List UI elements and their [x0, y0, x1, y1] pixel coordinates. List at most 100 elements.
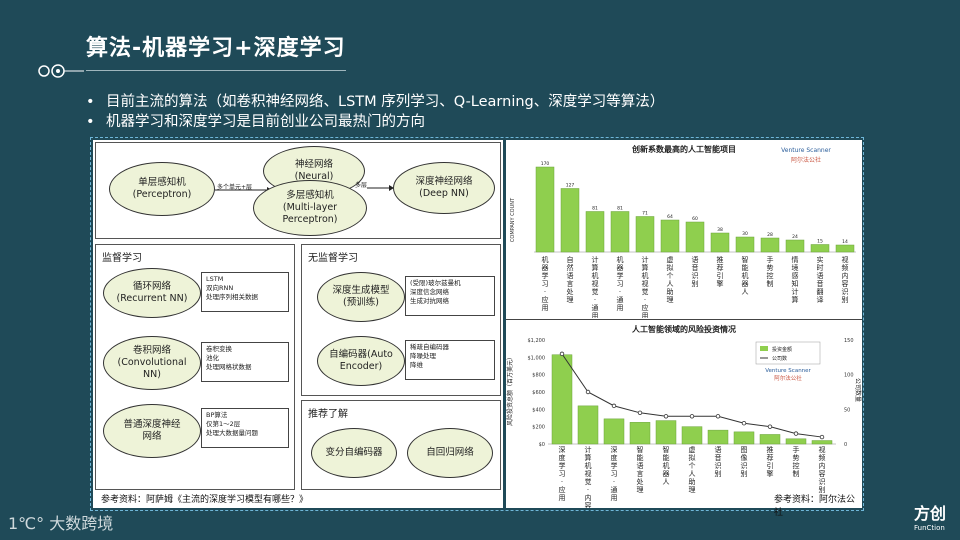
legend-swatch-bar	[760, 346, 768, 351]
chart-ytick-label: $400	[532, 407, 545, 413]
chart-top-bar	[560, 188, 580, 253]
bullet-list: • 目前主流的算法（如卷积神经网络、LSTM 序列学习、Q-Learning、深度…	[86, 92, 664, 132]
chart-line-point	[637, 410, 643, 415]
chart-top-bar	[760, 237, 780, 253]
chart-top-category-label: 虚拟个人助理	[667, 255, 674, 304]
chart-top-category-label: 机器学习·通用	[617, 255, 624, 312]
deep-learning-diagram: 单层感知机 (Perceptron) 多个单元+层 神经网络 (Neural) 多层…	[93, 140, 503, 508]
chart-top-bar	[535, 166, 555, 253]
chart-category-label: 计算机视觉·内容识别	[585, 445, 592, 508]
chart-source: 参考资料：阿尔法公社	[774, 495, 856, 518]
chart-top-bar	[785, 239, 805, 253]
chart-ytick-label: $0	[539, 442, 545, 448]
chart-top-category-label: 手势控制	[767, 255, 774, 288]
chart-ytick-label: $200	[532, 425, 545, 431]
chart-title: 人工智能领域的风险投资情况	[632, 324, 736, 334]
logo-icon: 1℃°	[8, 514, 45, 533]
chart-line-point	[741, 420, 747, 426]
chart-top-ylabel: COMPANY COUNT	[510, 197, 516, 242]
unsupervised-title: 无监督学习	[308, 253, 358, 264]
chart-bar	[707, 429, 729, 445]
ae-node: 自编码器(Auto Encoder)	[317, 336, 405, 386]
chart-top-bar	[610, 211, 630, 253]
rnn-node: 循环网络 (Recurrent NN)	[103, 268, 201, 318]
arrow1-label: 多个单元+层	[217, 184, 253, 191]
cnn-notes: 卷积变换 池化 处理网格状数据	[201, 342, 289, 382]
chart-top-value-label: 24	[792, 234, 798, 240]
diagram-source: 参考资料：阿萨姆《主流的深度学习模型有哪些？》	[101, 495, 309, 505]
chart-bar	[655, 420, 677, 445]
chart-category-label: 推荐引擎	[767, 445, 774, 478]
chart-line-point	[715, 414, 721, 419]
cnn-node: 卷积网络 (Convolutional NN)	[103, 336, 201, 390]
chart-bar	[681, 426, 703, 445]
bullet-text: 目前主流的算法（如卷积神经网络、LSTM 序列学习、Q-Learning、深度学…	[106, 94, 665, 110]
footer-logo-text: 大数跨境	[49, 514, 114, 533]
chart-line-point	[663, 414, 669, 419]
chart-brand1: Venture Scanner	[765, 368, 811, 374]
legend-label: 公司数	[772, 355, 787, 362]
chart-bar	[603, 418, 625, 445]
ae-notes: 稀疏自编码器 降噪处理 降维	[405, 340, 495, 380]
chart-y2tick-label: 0	[844, 442, 847, 448]
chart-top-brand2: 阿尔法公社	[791, 156, 821, 164]
chart-top-value-label: 28	[767, 232, 773, 238]
dnn-notes: BP算法 仅第1～2层 处理大数据量问题	[201, 408, 289, 448]
bullet-item: • 目前主流的算法（如卷积神经网络、LSTM 序列学习、Q-Learning、深度…	[86, 94, 665, 110]
page-title: 算法-机器学习+深度学习	[86, 36, 346, 61]
chart-line-point	[819, 434, 825, 440]
chart-y2tick-label: 100	[844, 373, 854, 379]
chart-bar	[629, 422, 651, 445]
deepnn-node: 深度神经网络 (Deep NN)	[393, 162, 495, 214]
chart-top-category-label: 实时语音翻译	[817, 255, 824, 304]
chart-category-label: 手势控制	[793, 445, 800, 478]
chart-top-bar	[810, 244, 830, 253]
chart-bar	[811, 440, 833, 445]
chart-top-bar	[835, 244, 855, 253]
chart-line-point	[793, 431, 799, 436]
arrow2-label: 多层	[355, 182, 368, 189]
chart-ytick-label: $800	[532, 373, 545, 379]
chart-bar	[785, 438, 807, 445]
chart-y2label: 公司数量	[854, 378, 862, 402]
chart-top-value-label: 15	[817, 239, 823, 245]
legend-label: 投资金额	[772, 346, 792, 353]
bullet-text: 机器学习和深度学习是目前创业公司最热门的方向	[106, 114, 425, 130]
chart-top-value-label: 60	[692, 216, 698, 222]
chart-y2tick-label: 150	[844, 338, 854, 344]
chart-top-bar	[585, 211, 605, 253]
chart-top-category-label: 情境感知计算	[792, 255, 799, 304]
mlp-node: 多层感知机 (Multi-layer Perceptron)	[253, 180, 367, 236]
chart-line-point	[559, 351, 565, 357]
chart-top-category-label: 计算机视觉·通用	[592, 255, 599, 318]
title-underline	[86, 70, 346, 71]
brand-name: 方创	[913, 504, 946, 523]
chart-legend	[755, 341, 821, 365]
chart-ytick-label: $1,200	[528, 338, 546, 344]
supervised-title: 监督学习	[102, 253, 142, 264]
chart-category-label: 图像识别	[741, 446, 748, 478]
chart-top-category-label: 视频内容识别	[842, 255, 849, 304]
chart-category-label: 深度学习·应用	[559, 445, 566, 502]
evolution-box	[95, 142, 501, 239]
chart-top-value-label: 71	[642, 211, 648, 217]
chart-ytick-label: $1,000	[528, 355, 546, 361]
chart-line-point	[767, 424, 773, 429]
charts-panel: 创新系数最高的人工智能项目 Venture Scanner 阿尔法公社 COMPANY…	[506, 140, 862, 518]
perceptron-node: 单层感知机 (Perceptron)	[109, 162, 215, 216]
chart-top-bar	[685, 221, 705, 253]
brand-sub: FunCtion	[913, 524, 945, 532]
chart-top-bar	[710, 232, 730, 253]
image-frame	[90, 137, 864, 511]
chart-bar	[577, 405, 599, 445]
chart-top-value-label: 127	[566, 183, 575, 189]
chart-top-bar	[660, 219, 680, 253]
chart-top-brand1: Venture Scanner	[781, 147, 831, 154]
chart-series-line	[561, 353, 823, 438]
autoregressive-node: 自回归网络	[407, 428, 493, 478]
chart-category-label: 语音识别	[715, 445, 722, 478]
chart-top-value-label: 81	[617, 206, 623, 212]
chart-top-value-label: 30	[742, 231, 748, 237]
chart-category-label: 智能机器人	[663, 445, 670, 486]
